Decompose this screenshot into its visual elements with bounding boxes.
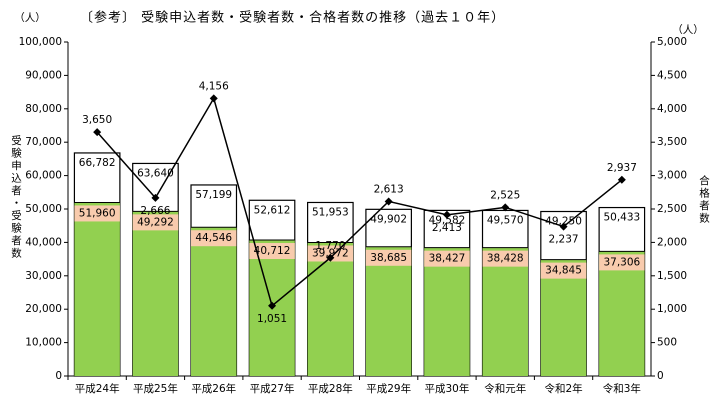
label-bg (307, 245, 354, 262)
bar (132, 211, 179, 376)
value-label: 66,782 (79, 157, 116, 169)
y2-tick-label: 1,000 (657, 303, 687, 315)
y2-tick-label: 500 (657, 337, 677, 349)
label-bg (482, 250, 528, 267)
label-bg (599, 254, 645, 271)
marker (442, 210, 451, 219)
y2-tick-label: 1,500 (657, 270, 687, 282)
value-label: 1,770 (315, 240, 345, 252)
y-tick-label: 70,000 (25, 136, 62, 148)
x-tick-label: 令和元年 (484, 382, 526, 395)
bar (540, 259, 587, 376)
value-label: 2,237 (549, 234, 579, 246)
value-label: 38,685 (370, 252, 407, 264)
y-axis-label: 受験申込者・受験者数 (10, 135, 22, 260)
x-tick-label: 平成28年 (308, 382, 353, 395)
x-tick-label: 令和3年 (603, 382, 641, 395)
marker (617, 175, 626, 184)
line (96, 96, 623, 308)
value-label: 49,902 (370, 213, 407, 225)
x-tick-label: 平成24年 (75, 382, 120, 395)
y2-unit: （人） (672, 24, 704, 36)
y2-tick-label: 3,500 (657, 136, 687, 148)
value-label: 2,666 (140, 205, 170, 217)
value-label: 52,612 (254, 204, 291, 216)
label-bg (540, 262, 587, 279)
marker (501, 203, 510, 212)
x-tick-label: 平成26年 (191, 382, 236, 395)
label-bg (132, 214, 179, 231)
value-label: 34,845 (545, 265, 582, 277)
label-bg (191, 230, 237, 247)
y-unit: （人） (14, 12, 46, 24)
value-label: 2,613 (374, 183, 404, 195)
y2-axis-label: 合格者数 (698, 174, 710, 225)
y-tick-label: 40,000 (25, 236, 62, 248)
x-tick-label: 令和2年 (544, 382, 582, 395)
value-label: 40,712 (254, 245, 291, 257)
marker (151, 193, 160, 202)
bar (365, 246, 412, 376)
y-tick-label: 0 (55, 370, 62, 382)
value-label: 1,051 (257, 313, 287, 325)
marker (326, 253, 335, 262)
y-tick-label: 100,000 (19, 36, 62, 48)
y-tick-label: 10,000 (25, 337, 62, 349)
label-bg (365, 249, 412, 266)
x-tick-label: 平成29年 (366, 382, 411, 395)
marker (559, 222, 568, 231)
bar (191, 227, 237, 376)
y-tick-label: 20,000 (25, 303, 62, 315)
y-tick-label: 30,000 (25, 270, 62, 282)
chart-title: 〔参考〕 受験申込者数・受験者数・合格者数の推移（過去１０年） (80, 10, 505, 26)
marker (209, 94, 218, 103)
x-tick-label: 平成30年 (425, 382, 470, 395)
x-tick-label: 平成25年 (133, 382, 178, 395)
label-bg (424, 250, 470, 267)
value-label: 4,156 (199, 80, 229, 92)
value-label: 37,306 (603, 256, 640, 268)
label-bg (74, 205, 120, 222)
marker (93, 128, 102, 137)
marker (384, 197, 393, 206)
bar (307, 242, 354, 376)
value-label: 39,972 (312, 247, 349, 259)
bar (74, 202, 120, 376)
value-label: 38,427 (429, 253, 466, 265)
y-tick-label: 90,000 (25, 69, 62, 81)
value-label: 2,413 (432, 222, 462, 234)
value-label: 51,953 (312, 206, 349, 218)
value-label: 38,428 (487, 253, 524, 265)
y2-tick-label: 4,500 (657, 69, 687, 81)
label-bg (249, 243, 295, 260)
bar (599, 251, 645, 376)
y-tick-label: 60,000 (25, 170, 62, 182)
value-label: 50,433 (603, 212, 640, 224)
y2-tick-label: 0 (657, 370, 664, 382)
value-label: 51,960 (79, 207, 116, 219)
value-label: 49,582 (429, 214, 466, 226)
value-label: 57,199 (195, 189, 232, 201)
y2-tick-label: 5,000 (657, 36, 687, 48)
value-label: 49,570 (487, 214, 524, 226)
bar (424, 247, 470, 376)
value-label: 44,546 (195, 232, 232, 244)
value-label: 49,292 (137, 216, 174, 228)
y2-tick-label: 2,000 (657, 236, 687, 248)
y2-tick-label: 4,000 (657, 103, 687, 115)
marker (268, 301, 277, 310)
value-label: 63,640 (137, 167, 174, 179)
value-label: 3,650 (82, 114, 112, 126)
value-label: 2,525 (490, 189, 520, 201)
x-tick-label: 平成27年 (250, 382, 295, 395)
y2-tick-label: 2,500 (657, 203, 687, 215)
value-label: 2,937 (607, 162, 637, 174)
bar (482, 247, 528, 376)
y2-tick-label: 3,000 (657, 170, 687, 182)
y-tick-label: 50,000 (25, 203, 62, 215)
y-tick-label: 80,000 (25, 103, 62, 115)
